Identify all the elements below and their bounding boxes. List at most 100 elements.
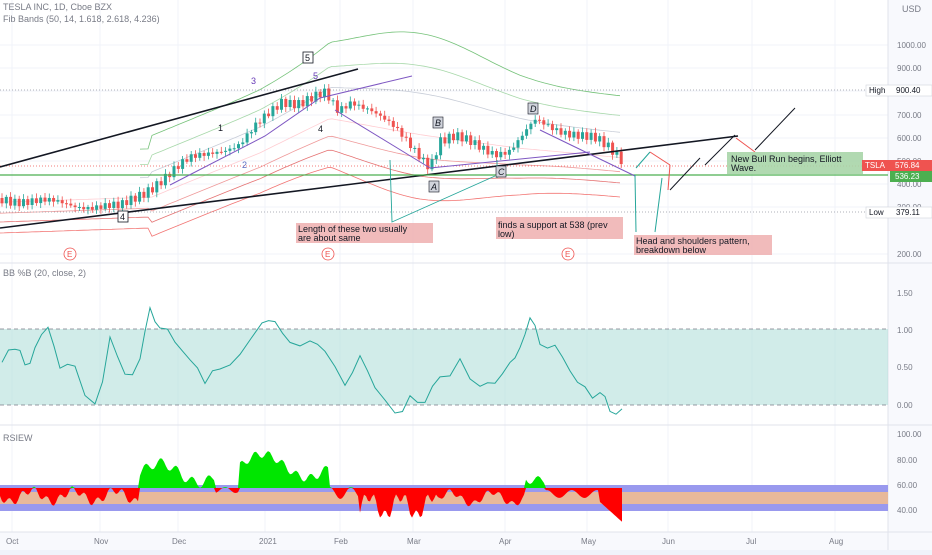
candle-body: [69, 203, 73, 206]
fib-band-middle-lower: [0, 149, 621, 223]
earnings-marker: [63, 247, 77, 261]
candle-body: [13, 198, 17, 206]
candle-body: [456, 132, 460, 141]
candle-body: [593, 132, 597, 142]
wave-line-b[interactable]: [429, 151, 591, 169]
note-length[interactable]: Length of these two usually are about sa…: [296, 223, 433, 243]
bb-pane[interactable]: [0, 305, 888, 415]
bb-percent-line[interactable]: [1, 305, 623, 415]
candle-body: [133, 195, 137, 202]
note-hs[interactable]: Head and shoulders pattern, breakdown be…: [634, 235, 772, 255]
time-axis[interactable]: Oct Nov Dec 2021 Feb Mar Apr May Jun Jul Aug: [6, 537, 843, 546]
time-tick: Nov: [94, 537, 108, 546]
wave-label-boxed: 5: [305, 53, 310, 63]
candle-body: [288, 99, 292, 108]
rsiew-pane[interactable]: [0, 451, 888, 522]
candle-body: [538, 119, 541, 121]
note-bull-line1: New Bull Run begins, Elliott: [731, 154, 842, 164]
candle-body: [275, 106, 279, 110]
candle-body: [550, 124, 554, 131]
candle-body: [452, 133, 455, 141]
candle-body: [331, 100, 335, 102]
candle-body: [258, 122, 262, 124]
earnings-markers[interactable]: E E E: [63, 247, 575, 261]
wave-label: 5: [313, 71, 318, 81]
candle-body: [361, 104, 365, 109]
note-bull[interactable]: New Bull Run begins, Elliott Wave.: [727, 152, 863, 174]
candle-body: [292, 99, 296, 109]
candle-body: [90, 206, 94, 210]
boxed-labels[interactable]: 5 4 A B C D: [117, 51, 539, 223]
projection-arrows[interactable]: [634, 107, 796, 233]
fib-bands-legend[interactable]: Fib Bands (50, 14, 1.618, 2.618, 4.236): [3, 14, 160, 24]
svg-text:536.23: 536.23: [895, 172, 920, 181]
price-axis[interactable]: 1000.00900.00800.00700.00600.00500.00400…: [897, 41, 926, 259]
fib-band-basis: [0, 118, 621, 203]
candlesticks[interactable]: [0, 84, 623, 215]
candle-body: [82, 207, 86, 210]
candle-body: [507, 149, 511, 155]
candle-body: [60, 200, 64, 204]
candle-body: [430, 159, 434, 170]
candle-body: [194, 154, 197, 158]
wave-line-1[interactable]: [169, 75, 413, 186]
svg-text:E: E: [565, 250, 570, 259]
earnings-marker: [321, 247, 335, 261]
time-tick: 2021: [259, 537, 277, 546]
high-badge: High 900.40: [865, 84, 932, 97]
wave-labels: 1 2 3 4 5: [218, 71, 323, 170]
note-support[interactable]: finds a support at 538 (prev low): [496, 217, 623, 239]
candle-body: [499, 151, 503, 158]
candle-body: [215, 151, 219, 154]
candle-body: [391, 120, 395, 127]
candle-body: [284, 98, 288, 108]
candle-body: [206, 152, 210, 156]
fib-band-outer-lower: [0, 167, 621, 237]
candle-body: [185, 159, 189, 162]
svg-text:900.40: 900.40: [896, 86, 921, 95]
candle-body: [581, 132, 584, 139]
candle-body: [340, 106, 344, 113]
candle-body: [297, 100, 301, 109]
bb-tick: 0.00: [897, 401, 913, 410]
candle-body: [460, 132, 464, 142]
candle-body: [301, 100, 305, 107]
candle-body: [116, 201, 120, 209]
main-pane[interactable]: 1 2 3 4 5 5 4 A B C D: [0, 31, 888, 261]
candle-body: [112, 201, 116, 208]
candle-body: [155, 181, 159, 193]
candle-body: [576, 131, 580, 139]
rsiew-legend[interactable]: RSIEW: [3, 433, 33, 443]
bb-legend[interactable]: BB %B (20, close, 2): [3, 268, 87, 278]
candle-body: [559, 128, 563, 135]
candle-body: [129, 195, 133, 206]
upper-trendline[interactable]: [0, 68, 359, 168]
price-tick: 200.00: [897, 250, 922, 259]
candle-body: [585, 132, 589, 140]
candle-body: [387, 119, 391, 121]
rsi-band-mid: [0, 492, 888, 504]
wave-line-c[interactable]: [539, 129, 636, 177]
candle-body: [73, 205, 77, 208]
time-tick: Apr: [499, 537, 512, 546]
note-length-line2: are about same: [298, 233, 361, 243]
candle-body: [219, 151, 223, 153]
candle-body: [43, 197, 47, 202]
bb-axis[interactable]: 1.50 1.00 0.50 0.00: [897, 289, 913, 410]
svg-text:High: High: [869, 86, 885, 95]
candle-body: [305, 96, 309, 107]
candle-body: [490, 151, 494, 155]
symbol-title[interactable]: TESLA INC, 1D, Cboe BZX: [3, 2, 113, 12]
candle-body: [477, 140, 481, 150]
rsi-tick: 100.00: [897, 430, 922, 439]
measure-line[interactable]: [389, 159, 496, 223]
wave-line-a[interactable]: [334, 109, 431, 169]
rsi-axis[interactable]: 100.00 80.00 60.00 40.00: [897, 430, 922, 515]
candle-body: [95, 205, 99, 210]
candle-body: [232, 148, 236, 150]
candle-body: [65, 203, 68, 205]
time-tick: Feb: [334, 537, 348, 546]
abc-label: A: [430, 182, 437, 192]
candle-body: [163, 173, 167, 186]
